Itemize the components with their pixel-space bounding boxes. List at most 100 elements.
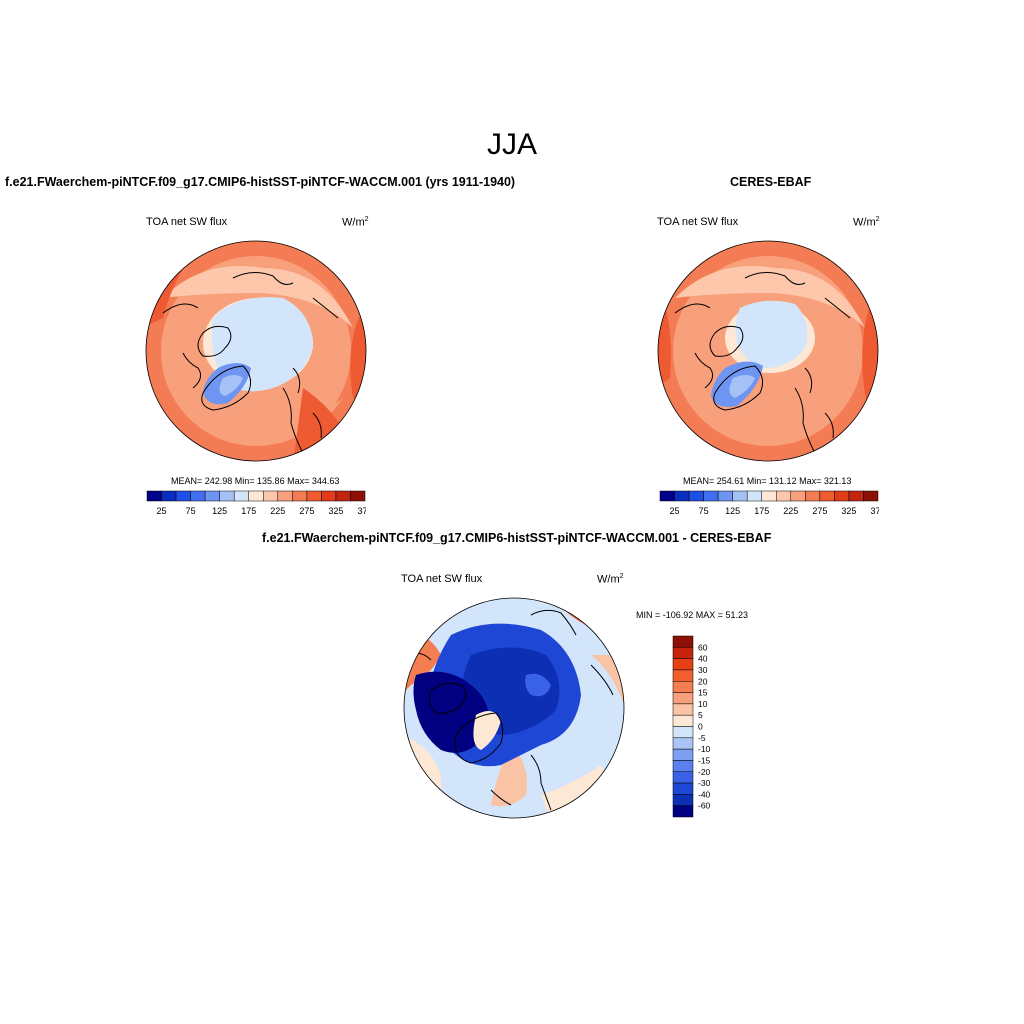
colorbar-tick-label: 225 [270, 506, 285, 516]
panel3-polar-map [403, 597, 625, 819]
colorbar-swatch [175, 490, 191, 502]
map-boundary [403, 597, 625, 819]
colorbar-swatch [805, 490, 821, 502]
colorbar-tick-label: 325 [841, 506, 856, 516]
colorbar-tick-label: 125 [212, 506, 227, 516]
panel1-stats: MEAN= 242.98 Min= 135.86 Max= 344.63 [171, 476, 340, 486]
colorbar-swatch [688, 490, 704, 502]
colorbar-tick-label: 25 [157, 506, 167, 516]
colorbar-swatch [248, 490, 264, 502]
coastlines [674, 272, 851, 454]
colorbar-swatch [672, 647, 694, 659]
panel3-units: W/m2 [597, 573, 624, 586]
coastlines [410, 609, 614, 811]
colorbar-swatch [277, 490, 293, 502]
colorbar-tick-label: 225 [783, 506, 798, 516]
colorbar-tick-label: -5 [698, 733, 706, 743]
colorbar-swatch [672, 703, 694, 716]
colorbar-tick-label: -30 [698, 778, 711, 788]
panel2-colorbar: 25 75 125 175 225 275 325 375 [659, 490, 879, 516]
colorbar-swatch [672, 658, 694, 671]
map-boundary [145, 240, 367, 462]
colorbar-swatch [819, 490, 835, 502]
colorbar-swatch [233, 490, 249, 502]
colorbar-tick-label: 20 [698, 676, 708, 686]
colorbar-swatch [672, 737, 694, 750]
colorbar-swatch [863, 490, 879, 502]
panel2-stats: MEAN= 254.61 Min= 131.12 Max= 321.13 [683, 476, 852, 486]
colorbar-tick-label: 75 [699, 506, 709, 516]
colorbar-swatch [672, 782, 694, 795]
colorbar-tick-label: -15 [698, 755, 711, 765]
colorbar-swatch [672, 726, 694, 739]
colorbar-swatch [848, 490, 864, 502]
panel1-colorbar: 25 75 125 175 225 275 325 375 [146, 490, 366, 516]
colorbar-swatch [776, 490, 792, 502]
colorbar-tick-label: 375 [357, 506, 366, 516]
colorbar-swatch [306, 490, 322, 502]
colorbar-swatch [263, 490, 279, 502]
panel2-units: W/m2 [853, 216, 880, 229]
arctic-ice-region [735, 300, 808, 368]
colorbar-swatch [672, 669, 694, 682]
colorbar-swatch [672, 635, 694, 648]
colorbar-tick-label: 30 [698, 665, 708, 675]
colorbar-tick-label: 375 [870, 506, 879, 516]
colorbar-swatch [672, 771, 694, 784]
panel1-units: W/m2 [342, 216, 369, 229]
colorbar-tick-label: 0 [698, 722, 703, 732]
colorbar-tick-label: 325 [328, 506, 343, 516]
coastlines [162, 272, 339, 454]
strong-negative-region [413, 671, 489, 753]
colorbar-tick-label: 60 [698, 642, 708, 652]
colorbar-swatch [219, 490, 235, 502]
colorbar-tick-label: 5 [698, 710, 703, 720]
panel2-title: CERES-EBAF [730, 175, 812, 189]
colorbar-swatch [761, 490, 777, 502]
colorbar-swatch [146, 490, 162, 502]
colorbar-swatch [672, 760, 694, 772]
colorbar-tick-label: -10 [698, 744, 711, 754]
panel1-title: f.e21.FWaerchem-piNTCF.f09_g17.CMIP6-his… [5, 175, 516, 189]
colorbar-tick-label: -60 [698, 801, 711, 811]
colorbar-swatch [672, 748, 694, 761]
panel3-stats: MIN = -106.92 MAX = 51.23 [636, 610, 749, 620]
panel2-variable: TOA net SW flux [657, 216, 739, 228]
colorbar-swatch [190, 490, 206, 502]
colorbar-swatch [672, 692, 694, 705]
colorbar-swatch [672, 805, 694, 818]
panel1-polar-map [145, 240, 367, 462]
colorbar-tick-label: -20 [698, 767, 711, 777]
colorbar-swatch [703, 490, 719, 502]
colorbar-swatch [161, 490, 177, 502]
colorbar-tick-label: 25 [670, 506, 680, 516]
main-title: JJA [486, 128, 537, 161]
colorbar-swatch [732, 490, 748, 502]
colorbar-swatch [672, 681, 694, 693]
colorbar-swatch [659, 490, 675, 502]
colorbar-swatch [335, 490, 351, 502]
colorbar-tick-label: 10 [698, 699, 708, 709]
map-boundary [657, 240, 879, 462]
panel3-variable: TOA net SW flux [401, 573, 483, 585]
colorbar-tick-label: 175 [754, 506, 769, 516]
colorbar-swatch [350, 490, 366, 502]
panel1-variable: TOA net SW flux [146, 216, 228, 228]
colorbar-tick-label: 275 [299, 506, 314, 516]
colorbar-tick-label: 40 [698, 654, 708, 664]
colorbar-swatch [204, 490, 220, 502]
colorbar-tick-label: 75 [186, 506, 196, 516]
colorbar-swatch [321, 490, 337, 502]
colorbar-swatch [674, 490, 690, 502]
colorbar-swatch [790, 490, 806, 502]
colorbar-tick-label: 125 [725, 506, 740, 516]
colorbar-swatch [717, 490, 733, 502]
colorbar-swatch [672, 714, 694, 727]
colorbar-tick-label: 275 [812, 506, 827, 516]
colorbar-tick-label: 15 [698, 688, 708, 698]
colorbar-swatch [672, 794, 694, 806]
colorbar-swatch [292, 490, 308, 502]
colorbar-swatch [834, 490, 850, 502]
colorbar-swatch [746, 490, 762, 502]
